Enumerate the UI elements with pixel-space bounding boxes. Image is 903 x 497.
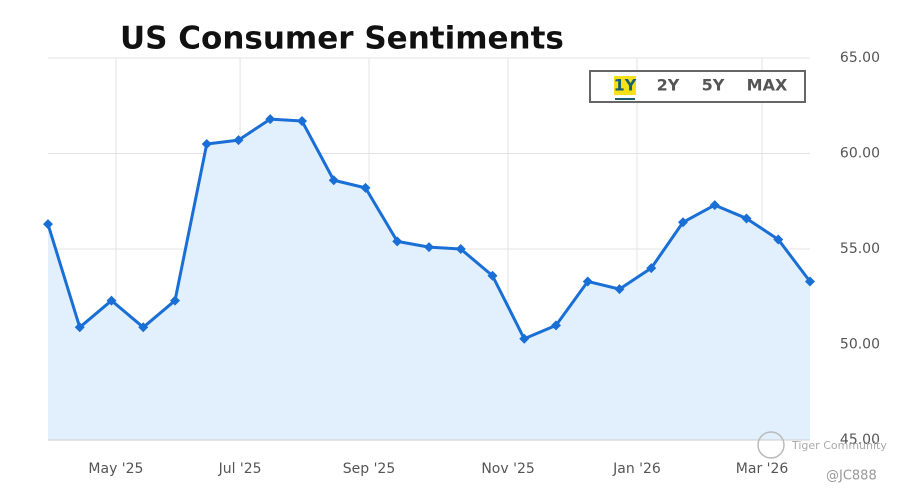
point-marker <box>551 320 561 331</box>
range-button[interactable]: 2Y <box>657 76 680 95</box>
point-marker <box>773 234 784 245</box>
x-tick-label: Mar '26 <box>736 461 789 477</box>
point-marker <box>805 276 815 287</box>
watermark: Tiger Community <box>791 439 887 452</box>
point-marker <box>424 242 434 253</box>
point-marker <box>646 263 657 274</box>
x-tick-label: Jan '26 <box>612 461 661 477</box>
x-tick-label: Nov '25 <box>481 461 534 477</box>
point-marker <box>582 276 593 287</box>
point-marker <box>678 217 688 228</box>
point-marker <box>233 135 244 146</box>
x-tick-label: Jul '25 <box>218 461 262 477</box>
point-marker <box>709 200 720 211</box>
point-marker <box>328 175 339 186</box>
point-marker <box>297 116 307 127</box>
x-tick-label: Sep '25 <box>343 461 396 477</box>
active-highlight <box>614 76 636 95</box>
y-tick-label: 50.00 <box>840 337 880 353</box>
y-tick-label: 45.00 <box>840 432 880 448</box>
area <box>48 119 810 441</box>
point-marker <box>519 333 530 344</box>
point-marker <box>170 295 180 306</box>
chart-title: US Consumer Sentiments <box>120 21 564 57</box>
point-marker <box>201 138 212 149</box>
point-marker <box>138 322 149 333</box>
point-marker <box>455 244 466 254</box>
y-tick-label: 55.00 <box>840 241 880 257</box>
point-marker <box>360 182 371 193</box>
range-button[interactable]: 1Y <box>614 76 637 95</box>
range-button[interactable]: MAX <box>747 76 788 95</box>
y-tick-label: 60.00 <box>840 146 880 162</box>
point-marker <box>43 219 53 230</box>
range-button[interactable]: 5Y <box>702 76 725 95</box>
x-tick-label: May '25 <box>88 461 143 477</box>
point-marker <box>741 213 752 224</box>
point-marker <box>392 236 403 247</box>
y-tick-label: 65.00 <box>840 50 880 66</box>
point-marker <box>106 295 117 306</box>
author: @JC888 <box>826 469 877 484</box>
point-marker <box>265 114 276 125</box>
watermark-logo <box>757 431 785 459</box>
point-marker <box>487 270 498 281</box>
point-marker <box>74 322 85 333</box>
point-marker <box>614 284 625 295</box>
